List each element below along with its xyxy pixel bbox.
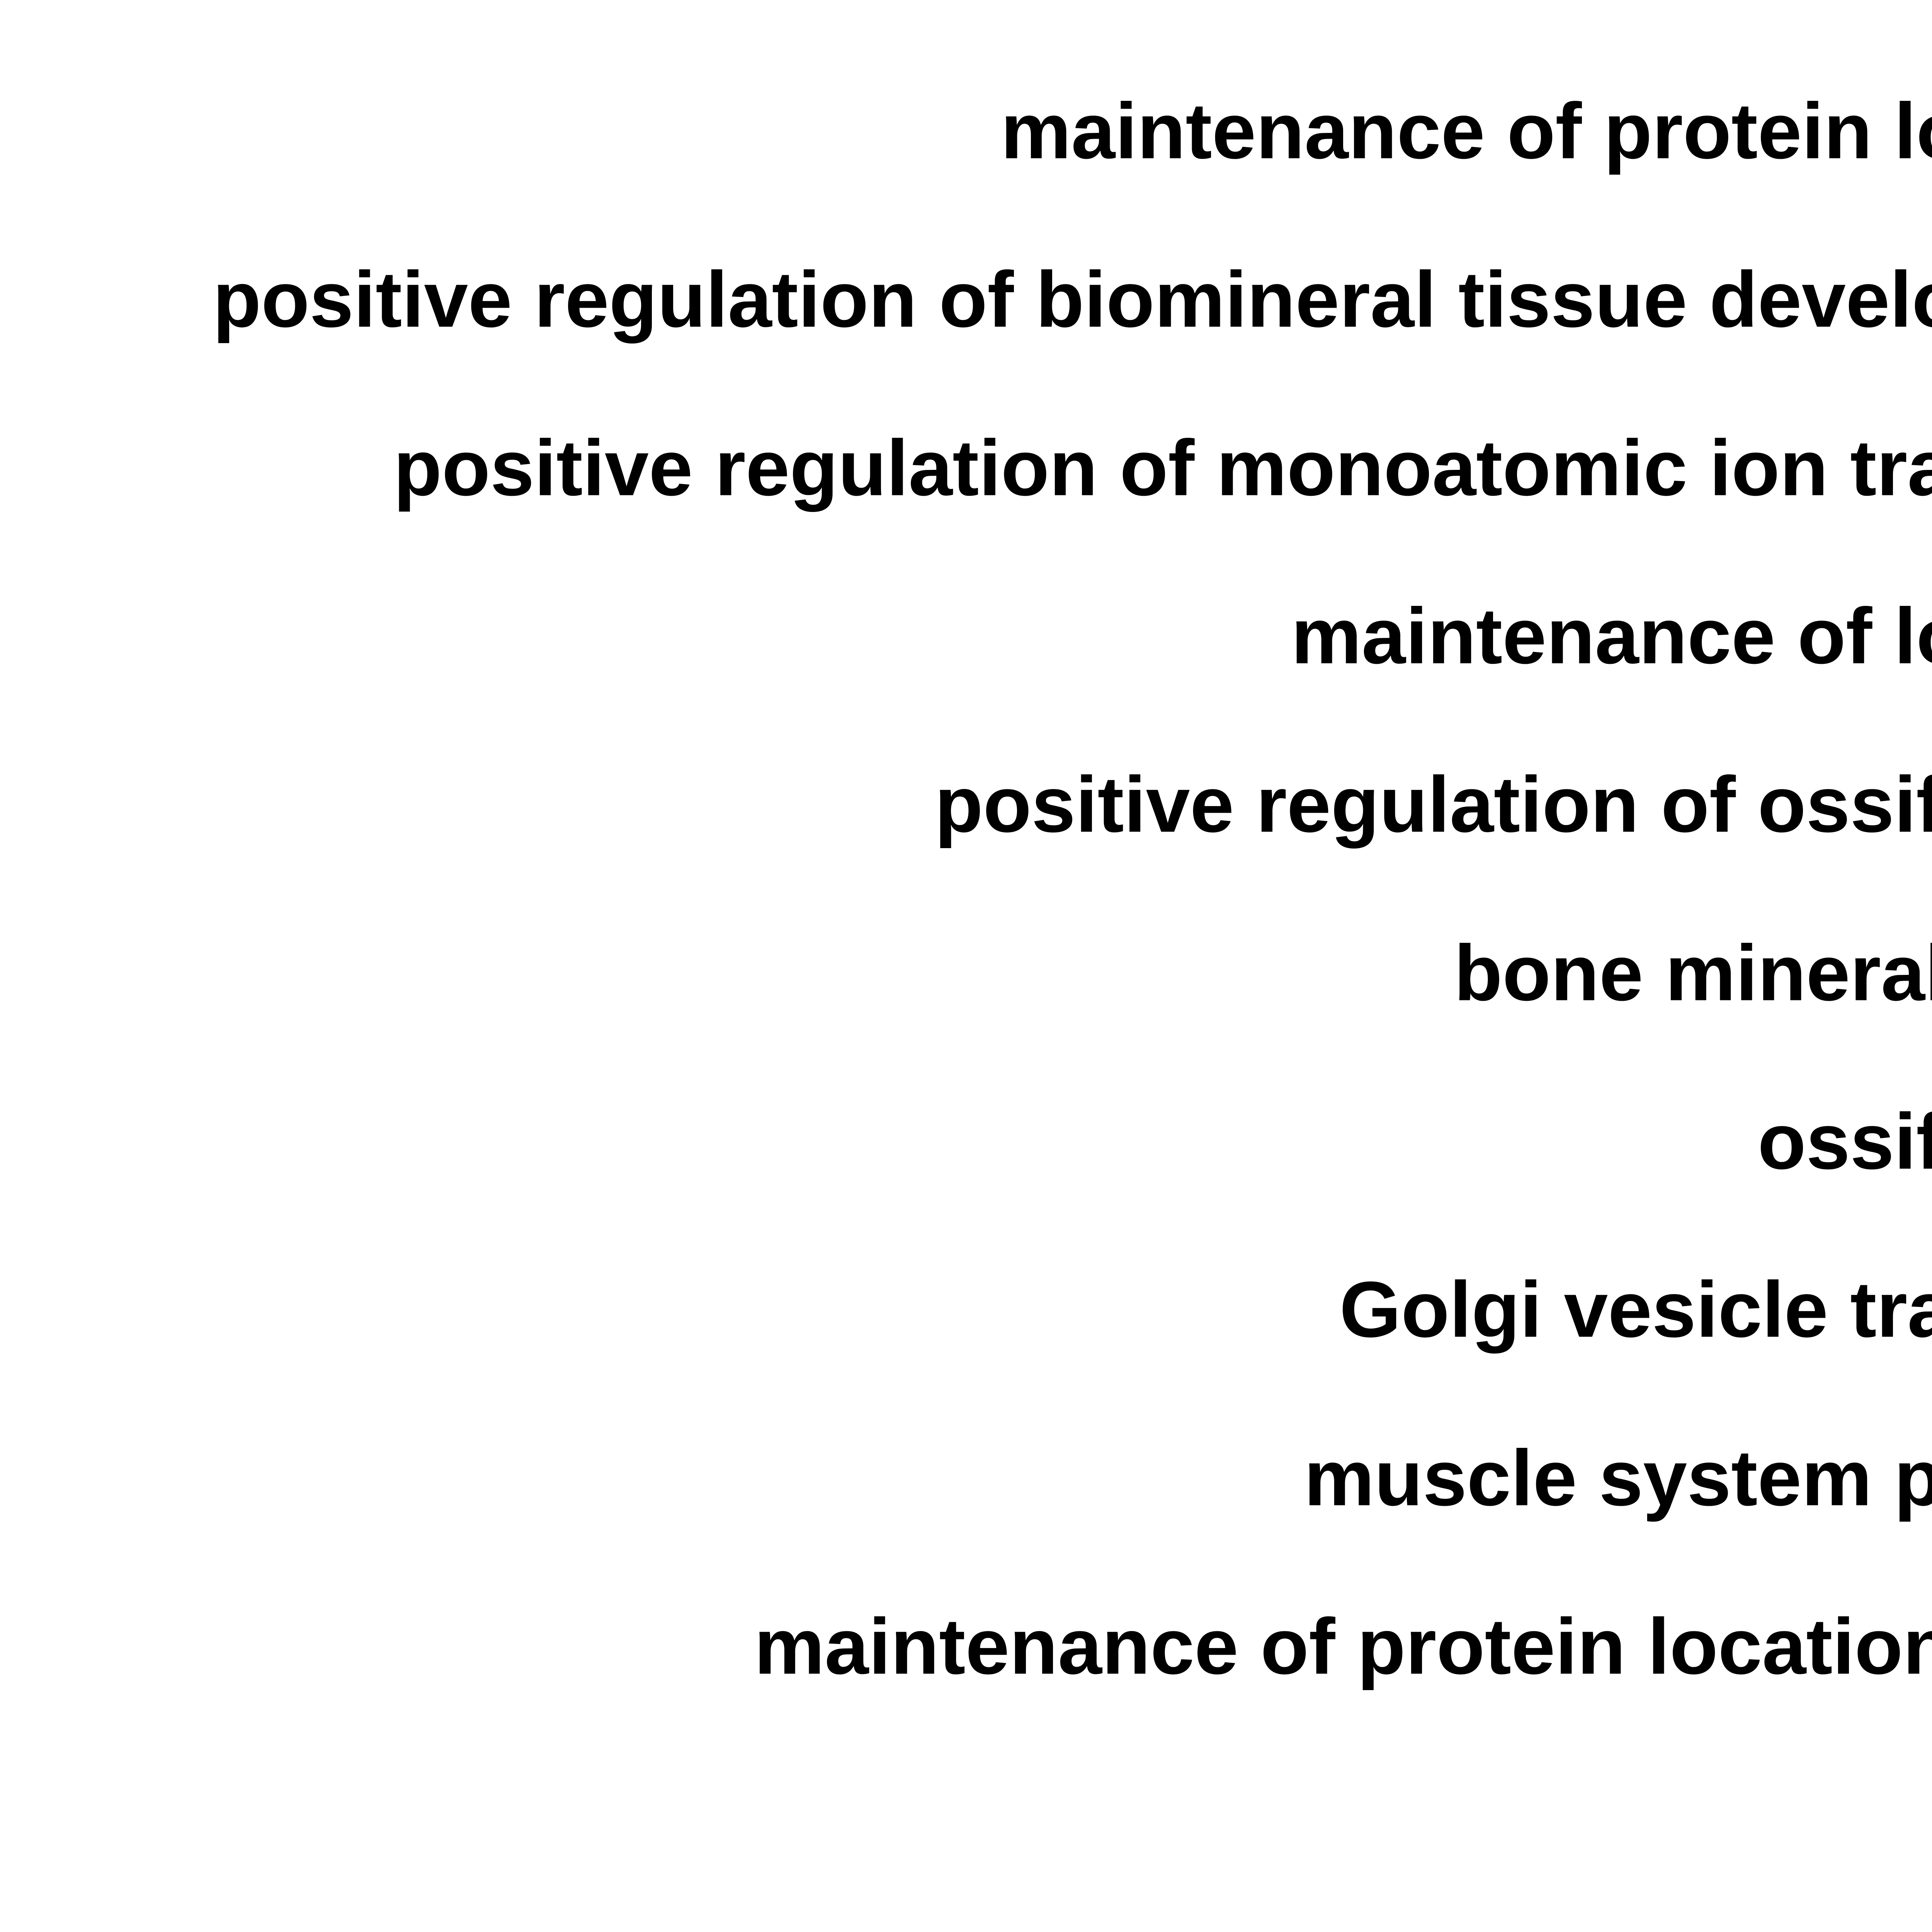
y-axis-label: maintenance of protein location in cell xyxy=(754,1602,1932,1691)
y-axis-label: ossification xyxy=(1757,1097,1932,1185)
y-axis-label: maintenance of location xyxy=(1291,592,1932,680)
y-axis-label: positive regulation of monoatomic ion tr… xyxy=(393,423,1932,512)
y-axis-label: positive regulation of biomineral tissue… xyxy=(213,255,1932,344)
y-axis-label: Golgi vesicle transport xyxy=(1339,1265,1932,1354)
y-axis-label: positive regulation of ossification xyxy=(935,760,1932,849)
y-axis-label: muscle system process xyxy=(1304,1434,1932,1522)
y-axis-label: maintenance of protein location xyxy=(1000,87,1932,175)
y-axis-label: bone mineralization xyxy=(1454,929,1932,1017)
